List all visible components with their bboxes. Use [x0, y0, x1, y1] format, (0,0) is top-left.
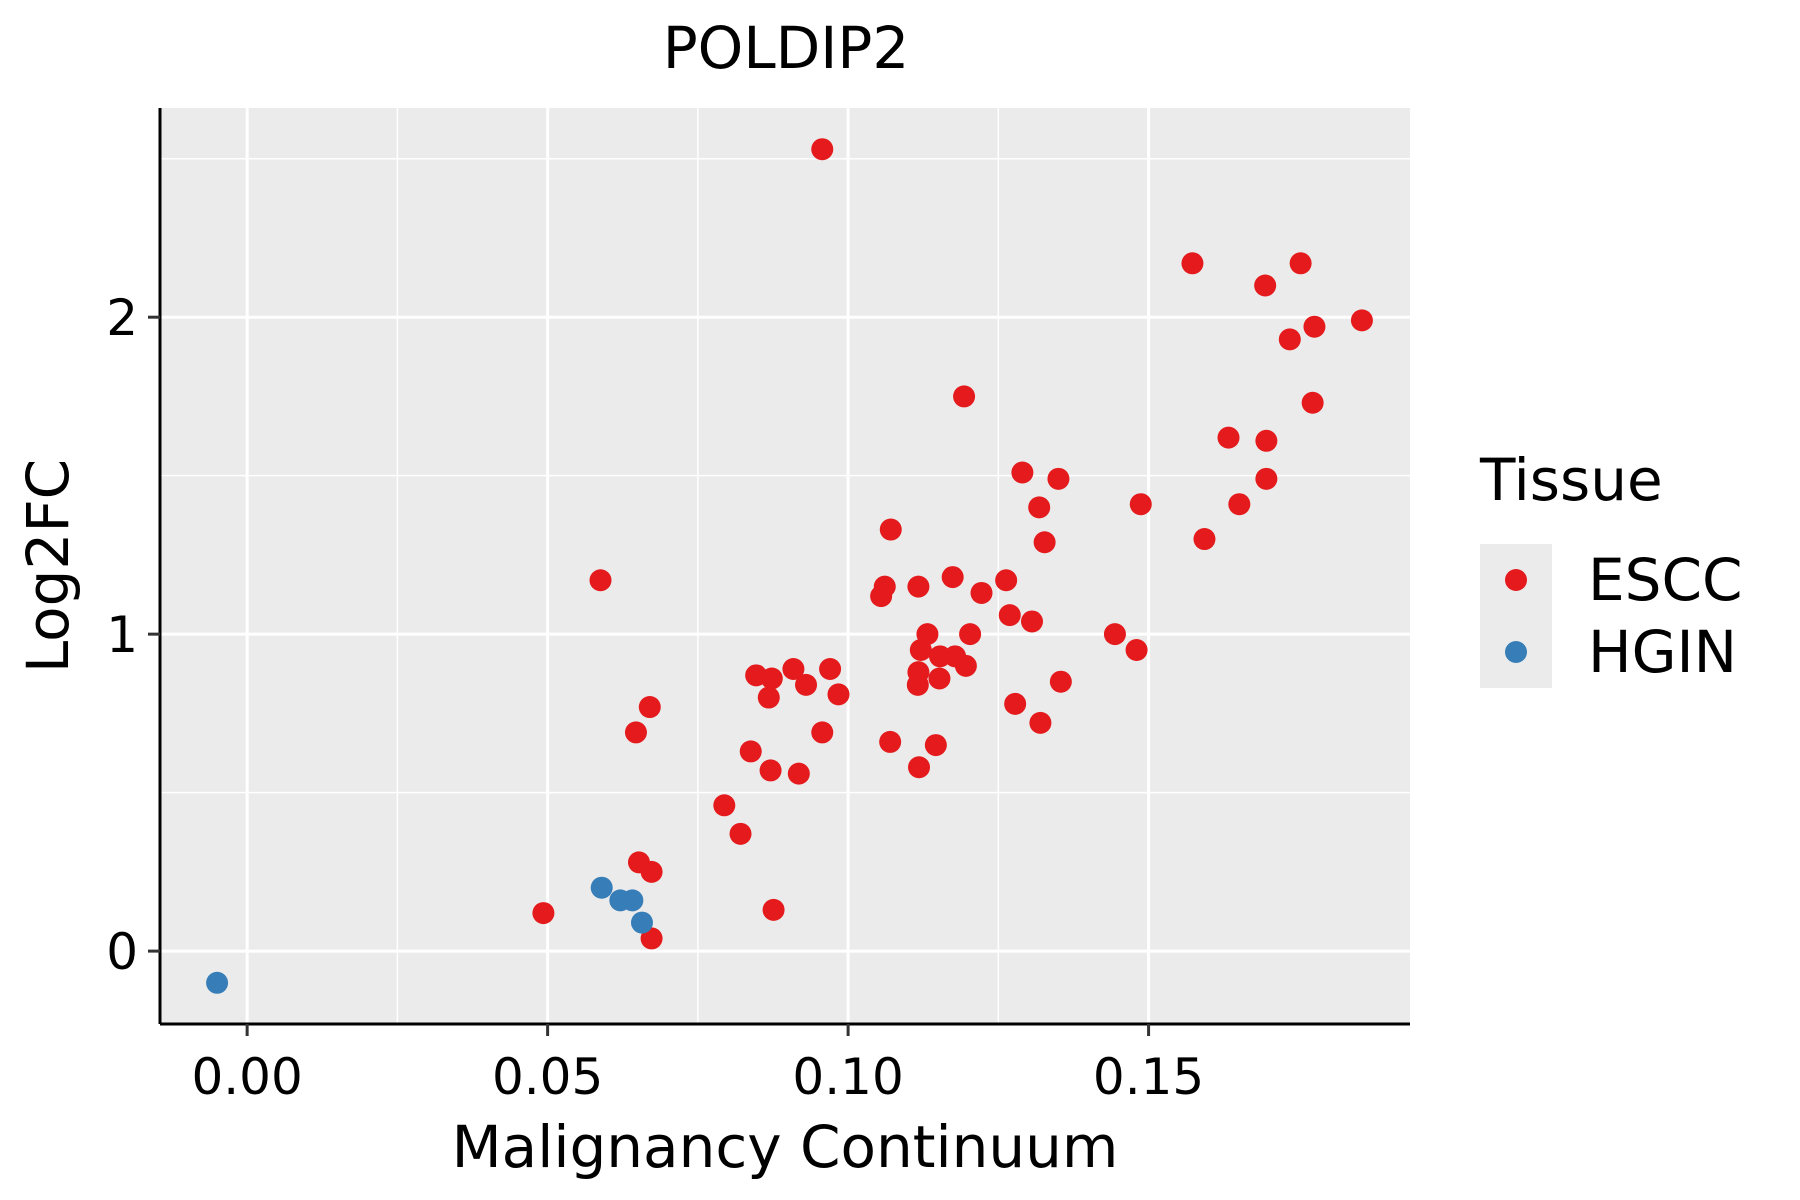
- point-escc: [819, 658, 842, 681]
- plot-panel: [160, 108, 1410, 1024]
- point-escc: [1254, 274, 1277, 297]
- point-escc: [787, 762, 810, 785]
- point-escc: [928, 667, 951, 690]
- point-escc: [729, 822, 752, 845]
- point-escc: [1301, 391, 1324, 414]
- point-escc: [998, 604, 1021, 627]
- point-escc: [589, 569, 612, 592]
- point-escc: [1020, 610, 1043, 633]
- legend: Tissue ESCC HGIN: [1479, 446, 1742, 688]
- point-escc: [1289, 252, 1312, 275]
- point-escc: [1193, 528, 1216, 551]
- point-escc: [640, 860, 663, 883]
- x-axis-title: Malignancy Continuum: [452, 1113, 1119, 1181]
- legend-key-background: [1480, 544, 1552, 688]
- x-axis-ticks: 0.00 0.05 0.10 0.15: [191, 1024, 1204, 1106]
- point-escc: [1047, 467, 1070, 490]
- point-escc: [640, 927, 663, 950]
- point-escc: [1033, 531, 1056, 554]
- point-escc: [739, 740, 762, 763]
- point-escc: [1228, 493, 1251, 516]
- point-escc: [1011, 461, 1034, 484]
- point-escc: [827, 683, 850, 706]
- point-escc: [713, 794, 736, 817]
- point-escc: [953, 385, 976, 408]
- y-axis-ticks: 0 1 2: [106, 289, 160, 981]
- data-points: [206, 138, 1373, 994]
- point-escc: [1255, 467, 1278, 490]
- point-escc: [1303, 315, 1326, 338]
- x-tick-label: 0.05: [492, 1048, 603, 1106]
- legend-label-escc: ESCC: [1588, 546, 1742, 614]
- point-escc: [959, 623, 982, 646]
- point-escc: [1029, 711, 1052, 734]
- point-escc: [782, 658, 805, 681]
- point-escc: [795, 673, 818, 696]
- point-escc: [1129, 493, 1152, 516]
- legend-key-hgin: [1505, 641, 1527, 663]
- point-escc: [879, 730, 902, 753]
- point-escc: [995, 569, 1018, 592]
- point-escc: [906, 673, 929, 696]
- point-escc: [1255, 429, 1278, 452]
- point-escc: [1103, 623, 1126, 646]
- point-escc: [811, 138, 834, 161]
- point-escc: [624, 721, 647, 744]
- point-escc: [907, 575, 930, 598]
- y-tick-label: 0: [106, 923, 138, 981]
- legend-label-hgin: HGIN: [1588, 618, 1737, 686]
- grid-major: [160, 108, 1410, 1024]
- chart-title: POLDIP2: [663, 14, 910, 82]
- point-escc: [762, 898, 785, 921]
- point-escc: [1028, 496, 1051, 519]
- point-escc: [1049, 670, 1072, 693]
- x-tick-label: 0.00: [191, 1048, 302, 1106]
- grid-minor: [160, 108, 1410, 1024]
- point-escc: [1004, 692, 1027, 715]
- point-hgin: [590, 876, 613, 899]
- point-escc: [1125, 638, 1148, 661]
- point-escc: [759, 759, 782, 782]
- point-escc: [532, 902, 555, 925]
- point-escc: [879, 518, 902, 541]
- legend-title: Tissue: [1479, 446, 1663, 514]
- point-escc: [924, 734, 947, 757]
- point-escc: [1217, 426, 1240, 449]
- point-escc: [811, 721, 834, 744]
- point-hgin: [621, 889, 644, 912]
- point-escc: [870, 585, 893, 608]
- point-escc: [638, 696, 661, 719]
- y-tick-label: 2: [106, 289, 138, 347]
- point-escc: [1350, 309, 1373, 332]
- point-escc: [941, 566, 964, 589]
- point-hgin: [630, 911, 653, 934]
- point-escc: [1278, 328, 1301, 351]
- point-hgin: [206, 971, 229, 994]
- y-axis-title: Log2FC: [14, 459, 82, 673]
- point-escc: [909, 638, 932, 661]
- legend-key-escc: [1505, 569, 1527, 591]
- point-escc: [1181, 252, 1204, 275]
- point-escc: [908, 756, 931, 779]
- point-escc: [760, 667, 783, 690]
- point-escc: [970, 581, 993, 604]
- x-tick-label: 0.15: [1093, 1048, 1204, 1106]
- x-tick-label: 0.10: [792, 1048, 903, 1106]
- point-escc: [757, 686, 780, 709]
- point-escc: [954, 654, 977, 677]
- y-tick-label: 1: [106, 606, 138, 664]
